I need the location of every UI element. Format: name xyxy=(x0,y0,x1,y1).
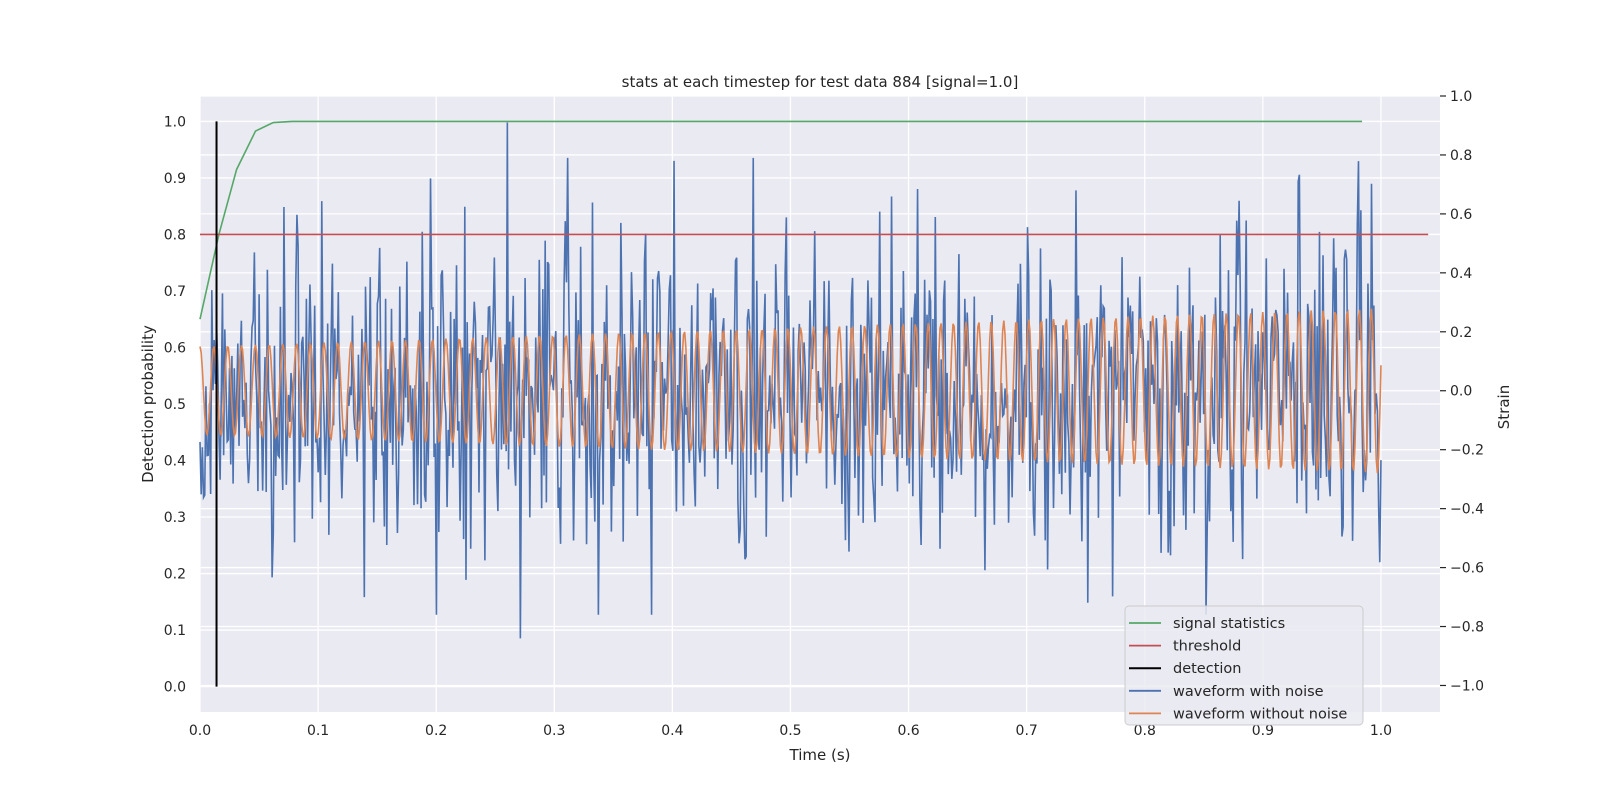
y-right-tick-label: 0.6 xyxy=(1450,207,1472,223)
legend-label-detection: detection xyxy=(1173,661,1241,677)
plot-area xyxy=(199,120,1429,687)
y-left-tick-label: 0.7 xyxy=(164,284,186,300)
x-axis-label: Time (s) xyxy=(789,746,851,764)
y-left-axis-label: Detection probability xyxy=(139,325,157,483)
y-left-tick-label: 1.0 xyxy=(164,114,186,130)
x-tick-label: 0.1 xyxy=(307,723,329,739)
y-left-tick-label: 0.9 xyxy=(164,171,186,187)
legend-label-waveform-with-noise: waveform with noise xyxy=(1173,684,1324,700)
x-tick-label: 0.7 xyxy=(1016,723,1038,739)
y-right-axis-ticks: −1.0 −0.8 −0.6 −0.4 −0.2 0.0 0.2 0.4 0.6 0.8 1.0 xyxy=(1440,89,1484,694)
y-right-axis-label: Strain xyxy=(1495,385,1513,429)
legend-label-signal-statistics: signal statistics xyxy=(1173,616,1285,632)
y-left-tick-label: 0.2 xyxy=(164,567,186,583)
y-left-tick-label: 0.1 xyxy=(164,623,186,639)
chart-title: stats at each timestep for test data 884… xyxy=(622,73,1019,91)
y-right-tick-label: −1.0 xyxy=(1450,678,1484,694)
x-tick-label: 1.0 xyxy=(1370,723,1392,739)
legend-box xyxy=(1124,605,1364,726)
legend-label-waveform-without-noise: waveform without noise xyxy=(1173,706,1347,722)
y-left-tick-label: 0.0 xyxy=(164,680,186,696)
y-right-tick-label: 0.8 xyxy=(1450,148,1472,164)
y-right-tick-label: −0.2 xyxy=(1450,443,1484,459)
x-tick-label: 0.3 xyxy=(543,723,565,739)
y-left-tick-label: 0.6 xyxy=(164,340,186,356)
x-tick-label: 0.8 xyxy=(1134,723,1156,739)
legend: signal statistics threshold detection wavef… xyxy=(1124,605,1364,726)
y-right-tick-label: 1.0 xyxy=(1450,89,1472,105)
y-left-tick-label: 0.8 xyxy=(164,227,186,243)
legend-label-threshold: threshold xyxy=(1173,639,1241,655)
y-left-tick-label: 0.4 xyxy=(164,454,186,470)
x-tick-label: 0.4 xyxy=(661,723,683,739)
x-tick-label: 0.2 xyxy=(425,723,447,739)
y-left-tick-label: 0.3 xyxy=(164,510,186,526)
x-tick-label: 0.9 xyxy=(1252,723,1274,739)
y-right-tick-label: 0.0 xyxy=(1450,384,1472,400)
x-tick-label: 0.6 xyxy=(897,723,919,739)
y-left-axis-ticks: 0.0 0.1 0.2 0.3 0.4 0.5 0.6 0.7 0.8 0.9 1.0 xyxy=(164,114,186,695)
y-right-tick-label: −0.6 xyxy=(1450,561,1484,577)
y-right-tick-label: −0.8 xyxy=(1450,620,1484,636)
y-right-tick-label: 0.2 xyxy=(1450,325,1472,341)
series-signal-statistics xyxy=(199,120,1363,320)
y-right-tick-label: −0.4 xyxy=(1450,502,1484,518)
y-right-tick-label: 0.4 xyxy=(1450,266,1472,282)
y-left-tick-label: 0.5 xyxy=(164,397,186,413)
x-axis-ticks: 0.0 0.1 0.2 0.3 0.4 0.5 0.6 0.7 0.8 0.9 1.0 xyxy=(189,723,1392,739)
x-tick-label: 0.0 xyxy=(189,723,211,739)
x-tick-label: 0.5 xyxy=(779,723,801,739)
series-waveform-without-noise xyxy=(199,308,1382,474)
